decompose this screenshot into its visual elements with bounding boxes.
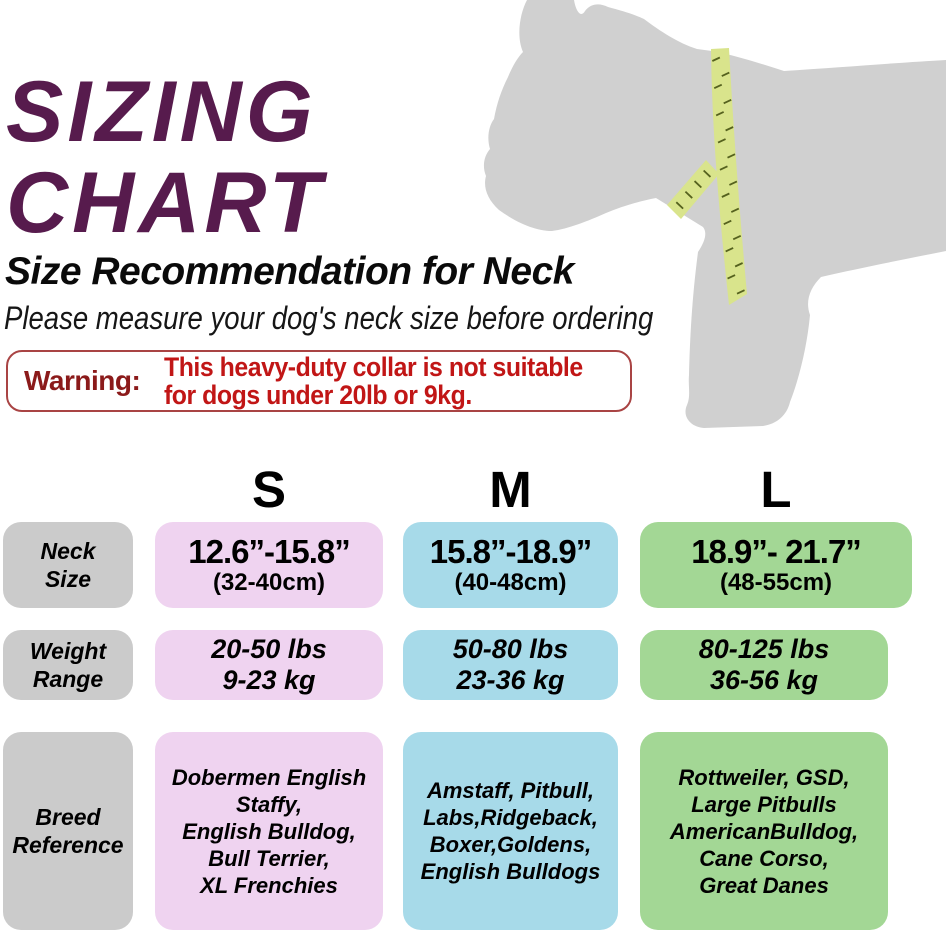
- breed-reference-cell-l: Rottweiler, GSD, Large Pitbulls American…: [640, 732, 888, 930]
- column-header-s: S: [251, 461, 287, 518]
- row-label-neck-size: Neck Size: [3, 522, 133, 608]
- breed-reference-cell-m: Amstaff, Pitbull, Labs,Ridgeback, Boxer,…: [403, 732, 618, 930]
- weight-range-text: 20-50 lbs 9-23 kg: [211, 634, 327, 695]
- weight-range-cell-m: 50-80 lbs 23-36 kg: [403, 630, 618, 700]
- page-title: SIZING CHART: [6, 64, 326, 251]
- row-label-text: Neck Size: [40, 538, 96, 592]
- warning-message: This heavy-duty collar is not suitable f…: [164, 352, 583, 410]
- weight-range-text: 50-80 lbs 23-36 kg: [452, 634, 569, 695]
- row-label-text: Weight Range: [29, 638, 107, 692]
- warning-label: Warning:: [24, 365, 141, 396]
- breed-list: Amstaff, Pitbull, Labs,Ridgeback, Boxer,…: [420, 778, 601, 884]
- neck-size-cm: (40-48cm): [454, 569, 567, 596]
- row-label-weight-range: Weight Range: [3, 630, 133, 700]
- subtitle: Size Recommendation for Neck: [5, 250, 574, 293]
- neck-size-cell-s: 12.6”-15.8” (32-40cm): [155, 522, 383, 608]
- warning-box: Warning: This heavy-duty collar is not s…: [6, 350, 632, 412]
- breed-list: Dobermen English Staffy, English Bulldog…: [171, 764, 367, 898]
- neck-size-inches: 12.6”-15.8”: [188, 533, 350, 570]
- neck-size-cm: (32-40cm): [212, 569, 326, 596]
- weight-range-cell-l: 80-125 lbs 36-56 kg: [640, 630, 888, 700]
- column-header-l: L: [760, 461, 792, 518]
- breed-reference-cell-s: Dobermen English Staffy, English Bulldog…: [155, 732, 383, 930]
- measure-note: Please measure your dog's neck size befo…: [4, 300, 654, 336]
- measuring-tape-ticks: [675, 56, 745, 295]
- row-label-breed-reference: Breed Reference: [3, 732, 133, 930]
- measuring-tape-branch-icon: [667, 160, 719, 219]
- row-label-text: Breed Reference: [12, 804, 124, 858]
- dog-silhouette: [483, 0, 946, 428]
- breed-list: Rottweiler, GSD, Large Pitbulls American…: [669, 764, 859, 898]
- neck-size-cell-l: 18.9”- 21.7” (48-55cm): [640, 522, 912, 608]
- neck-size-cm: (48-55cm): [719, 569, 833, 596]
- neck-size-cell-m: 15.8”-18.9” (40-48cm): [403, 522, 618, 608]
- weight-range-cell-s: 20-50 lbs 9-23 kg: [155, 630, 383, 700]
- column-header-m: M: [489, 461, 532, 518]
- weight-range-text: 80-125 lbs 36-56 kg: [698, 634, 830, 695]
- neck-size-inches: 18.9”- 21.7”: [691, 533, 862, 570]
- measuring-tape-icon: [711, 48, 747, 305]
- neck-size-inches: 15.8”-18.9”: [429, 533, 592, 570]
